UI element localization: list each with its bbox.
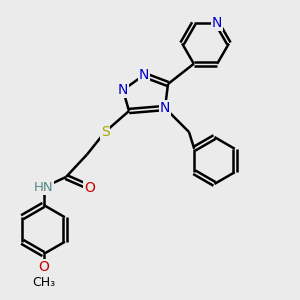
Text: N: N xyxy=(160,101,170,115)
Text: O: O xyxy=(38,260,49,274)
Text: O: O xyxy=(85,181,95,194)
Text: N: N xyxy=(118,83,128,97)
Text: S: S xyxy=(100,125,109,139)
Text: CH₃: CH₃ xyxy=(32,276,55,289)
Text: N: N xyxy=(212,16,222,30)
Text: N: N xyxy=(139,68,149,82)
Text: HN: HN xyxy=(34,181,53,194)
